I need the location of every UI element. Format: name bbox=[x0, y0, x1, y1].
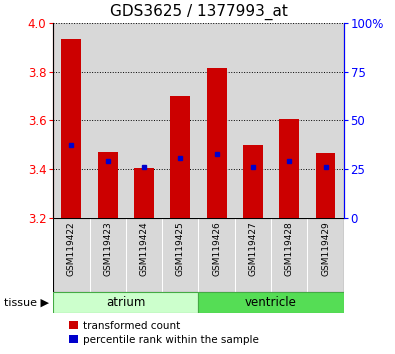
Title: GDS3625 / 1377993_at: GDS3625 / 1377993_at bbox=[109, 4, 288, 20]
Text: GSM119429: GSM119429 bbox=[321, 222, 330, 276]
Bar bbox=[162, 23, 199, 218]
Bar bbox=[199, 292, 344, 313]
Bar bbox=[90, 218, 126, 292]
Bar bbox=[279, 119, 299, 218]
Text: GSM119428: GSM119428 bbox=[285, 222, 294, 276]
Text: GSM119426: GSM119426 bbox=[212, 222, 221, 276]
Text: tissue ▶: tissue ▶ bbox=[4, 298, 49, 308]
Bar bbox=[271, 23, 307, 218]
Bar bbox=[53, 292, 199, 313]
Bar bbox=[199, 23, 235, 218]
Bar bbox=[316, 153, 335, 218]
Bar bbox=[126, 218, 162, 292]
Bar bbox=[307, 218, 344, 292]
Text: GSM119423: GSM119423 bbox=[103, 222, 112, 276]
Bar bbox=[271, 218, 307, 292]
Bar bbox=[243, 145, 263, 218]
Bar bbox=[307, 23, 344, 218]
Text: GSM119425: GSM119425 bbox=[176, 222, 185, 276]
Bar bbox=[53, 23, 90, 218]
Text: GSM119422: GSM119422 bbox=[67, 222, 76, 276]
Bar bbox=[162, 218, 199, 292]
Bar bbox=[235, 218, 271, 292]
Bar bbox=[207, 68, 227, 218]
Text: ventricle: ventricle bbox=[245, 296, 297, 309]
Text: GSM119427: GSM119427 bbox=[248, 222, 258, 276]
Bar bbox=[98, 152, 118, 218]
Bar bbox=[235, 23, 271, 218]
Bar bbox=[170, 96, 190, 218]
Legend: transformed count, percentile rank within the sample: transformed count, percentile rank withi… bbox=[65, 316, 263, 349]
Bar bbox=[126, 23, 162, 218]
Bar bbox=[53, 218, 90, 292]
Text: atrium: atrium bbox=[106, 296, 146, 309]
Bar bbox=[62, 39, 81, 218]
Bar bbox=[199, 218, 235, 292]
Bar bbox=[90, 23, 126, 218]
Text: GSM119424: GSM119424 bbox=[139, 222, 149, 276]
Bar bbox=[134, 168, 154, 218]
